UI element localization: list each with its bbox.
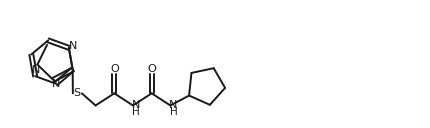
Text: N: N xyxy=(69,41,77,51)
Text: N: N xyxy=(132,100,140,110)
Text: S: S xyxy=(73,88,80,98)
Text: H: H xyxy=(132,108,140,118)
Text: H: H xyxy=(169,108,177,118)
Text: N: N xyxy=(169,100,178,110)
Text: O: O xyxy=(147,64,156,74)
Text: N: N xyxy=(52,79,61,89)
Text: O: O xyxy=(110,64,119,74)
Text: N: N xyxy=(32,65,40,75)
